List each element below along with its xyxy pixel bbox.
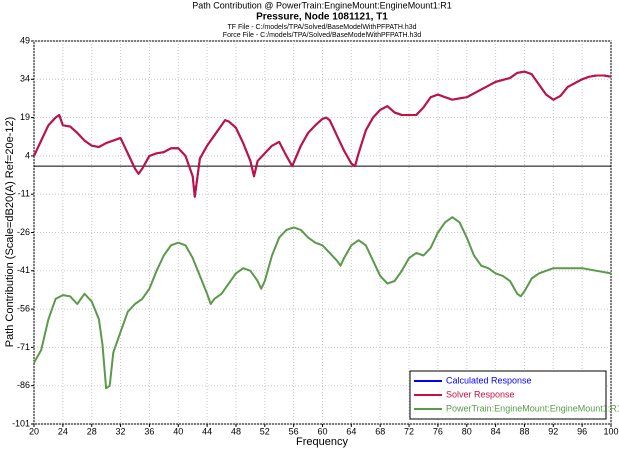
y-tick-label: 19 <box>20 112 30 122</box>
x-tick-label: 56 <box>289 426 299 436</box>
y-tick-label: -11 <box>18 189 30 199</box>
y-tick-label: -86 <box>17 380 30 390</box>
x-tick-label: 88 <box>519 426 529 436</box>
legend-label: PowerTrain:EngineMount:EngineMount1:R1 <box>446 403 619 413</box>
y-axis-label: Path Contribution (Scale=dB20(A) Ref=20e… <box>4 117 16 348</box>
y-tick-label: -41 <box>17 265 30 275</box>
y-tick-label: 34 <box>20 74 30 84</box>
x-tick-label: 96 <box>577 426 587 436</box>
chart-subtitle: Pressure, Node 1081121, T1 <box>256 12 388 23</box>
x-tick-label: 40 <box>173 426 183 436</box>
x-tick-label: 48 <box>231 426 241 436</box>
y-tick-label: -101 <box>12 418 30 428</box>
y-tick-label: -26 <box>17 227 30 237</box>
y-tick-label: -56 <box>17 303 30 313</box>
chart-note: TF File - C:/models/TPA/Solved/BaseModel… <box>227 24 416 31</box>
y-tick-label: 4 <box>25 150 30 160</box>
x-tick-label: 72 <box>404 426 414 436</box>
x-tick-label: 44 <box>202 426 212 436</box>
x-tick-label: 64 <box>346 426 356 436</box>
x-tick-label: 80 <box>462 426 472 436</box>
x-tick-label: 68 <box>375 426 385 436</box>
series-line <box>33 216 612 390</box>
x-tick-label: 24 <box>58 426 68 436</box>
x-axis-label: Frequency <box>296 436 348 448</box>
x-tick-label: 20 <box>29 426 39 436</box>
legend-label: Calculated Response <box>446 375 532 385</box>
x-tick-label: 60 <box>317 426 327 436</box>
chart-note: Force File - C:/models/TPA/Solved/BaseMo… <box>223 32 422 39</box>
legend-box <box>409 370 607 420</box>
x-tick-label: 52 <box>260 426 270 436</box>
chart-title: Path Contribution @ PowerTrain:EngineMou… <box>192 0 451 10</box>
x-tick-label: 32 <box>116 426 126 436</box>
x-tick-label: 100 <box>603 426 618 436</box>
x-tick-label: 84 <box>491 426 501 436</box>
x-tick-label: 92 <box>548 426 558 436</box>
legend-label: Solver Response <box>446 389 515 399</box>
x-tick-label: 28 <box>87 426 97 436</box>
x-tick-label: 76 <box>433 426 443 436</box>
x-tick-label: 36 <box>144 426 154 436</box>
y-tick-label: -71 <box>17 342 30 352</box>
series-line <box>33 70 612 198</box>
y-tick-label: 49 <box>20 35 30 45</box>
